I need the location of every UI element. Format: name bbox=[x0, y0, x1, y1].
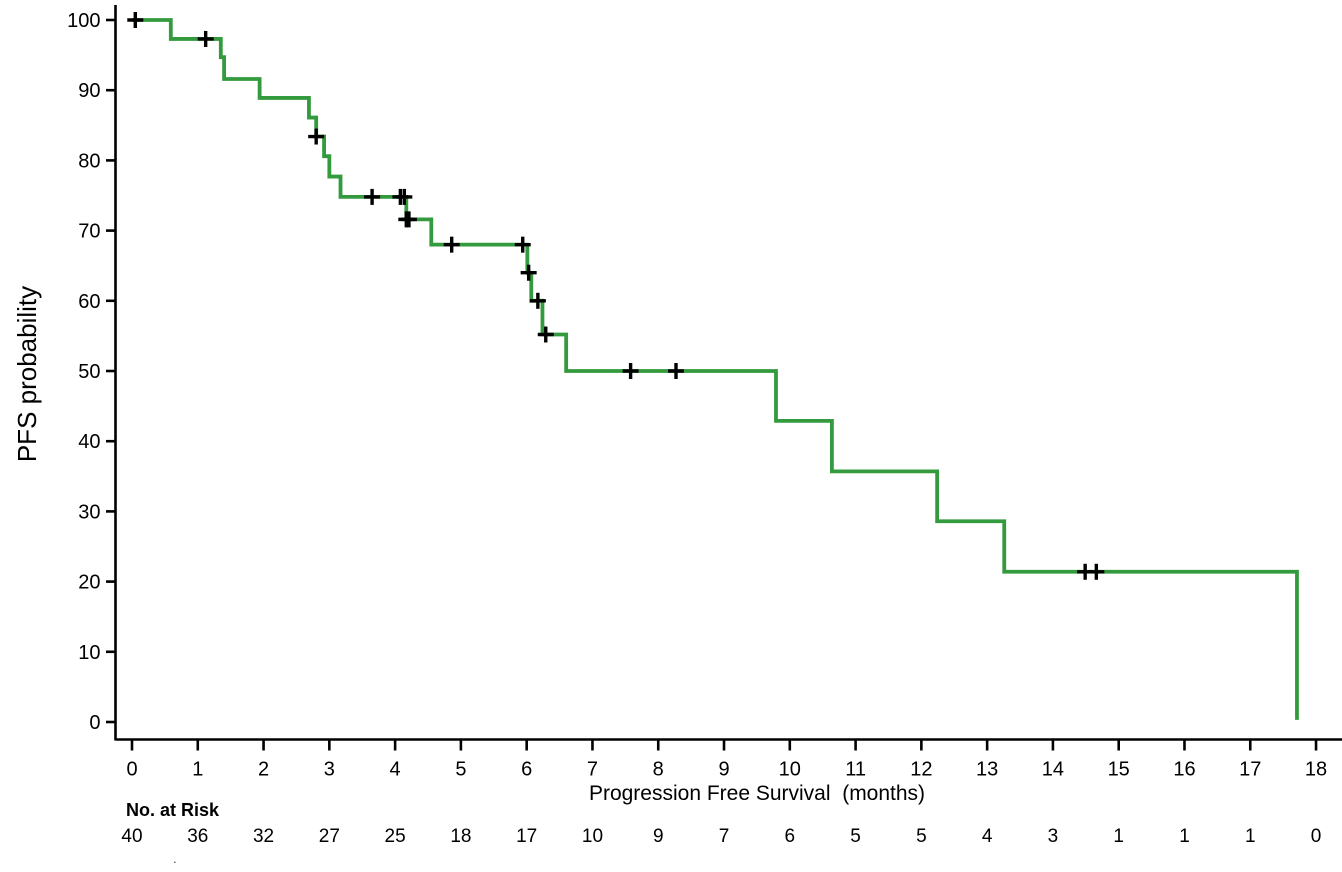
stray-dot: . bbox=[173, 851, 177, 866]
risk-count: 7 bbox=[719, 826, 730, 847]
survival-curve-group bbox=[132, 18, 1299, 720]
x-tick-label: 11 bbox=[845, 759, 866, 781]
risk-table-label: No. at Risk bbox=[126, 800, 220, 820]
y-axis-ticks: 0 10 20 30 40 50 60 70 80 90 100 bbox=[67, 10, 116, 734]
y-tick-label: 0 bbox=[89, 712, 100, 734]
risk-table-counts: 40 36 32 27 25 18 17 10 9 7 6 5 5 4 3 1 1 1 0 bbox=[121, 826, 1321, 847]
risk-count: 1 bbox=[1245, 826, 1256, 847]
risk-count: 10 bbox=[582, 826, 603, 847]
x-tick-label: 18 bbox=[1305, 759, 1327, 781]
risk-count: 25 bbox=[385, 826, 406, 847]
risk-count: 9 bbox=[653, 826, 664, 847]
km-curve bbox=[132, 18, 1299, 720]
y-tick-label: 100 bbox=[67, 10, 100, 32]
x-tick-label: 14 bbox=[1042, 759, 1064, 781]
y-tick-label: 40 bbox=[78, 431, 100, 453]
y-tick-label: 30 bbox=[78, 501, 100, 523]
risk-count: 1 bbox=[1179, 826, 1190, 847]
x-tick-label: 13 bbox=[976, 759, 998, 781]
x-tick-label: 3 bbox=[324, 759, 335, 781]
censor-mark bbox=[514, 236, 531, 253]
censor-mark bbox=[622, 363, 639, 379]
x-tick-label: 9 bbox=[718, 759, 729, 781]
y-tick-label: 60 bbox=[78, 291, 100, 313]
risk-count: 36 bbox=[187, 826, 208, 847]
x-tick-label: 2 bbox=[258, 759, 269, 781]
censor-mark bbox=[308, 128, 325, 145]
censor-mark bbox=[400, 211, 417, 228]
y-tick-label: 70 bbox=[78, 221, 100, 243]
x-tick-label: 5 bbox=[455, 759, 466, 781]
y-tick-label: 20 bbox=[78, 572, 100, 594]
y-tick-label: 80 bbox=[78, 150, 100, 172]
risk-count: 18 bbox=[450, 826, 471, 847]
censor-mark bbox=[537, 326, 554, 343]
y-tick-label: 10 bbox=[78, 642, 100, 664]
risk-count: 32 bbox=[253, 826, 274, 847]
risk-count: 0 bbox=[1311, 826, 1322, 847]
x-tick-label: 1 bbox=[192, 759, 203, 781]
x-axis-title: Progression Free Survival (months) bbox=[589, 782, 925, 805]
censor-mark bbox=[364, 188, 381, 205]
risk-count: 4 bbox=[982, 826, 993, 847]
y-axis-title: PFS probability bbox=[12, 286, 42, 462]
x-tick-label: 8 bbox=[653, 759, 664, 781]
x-tick-label: 12 bbox=[910, 759, 932, 781]
risk-count: 5 bbox=[916, 826, 927, 847]
risk-count: 1 bbox=[1113, 826, 1124, 847]
y-tick-label: 50 bbox=[78, 361, 100, 383]
x-tick-label: 4 bbox=[390, 759, 401, 781]
x-tick-label: 15 bbox=[1108, 759, 1130, 781]
censor-marks-group bbox=[127, 12, 1105, 580]
x-tick-label: 16 bbox=[1173, 759, 1195, 781]
risk-count: 6 bbox=[785, 826, 796, 847]
censor-mark bbox=[443, 236, 460, 253]
censor-mark bbox=[668, 363, 685, 379]
censor-mark bbox=[127, 12, 144, 28]
x-axis-ticks: 0 1 2 3 4 5 6 7 8 9 10 11 12 13 14 15 16 17 18 bbox=[126, 739, 1327, 781]
censor-mark bbox=[529, 292, 546, 309]
censor-mark bbox=[1088, 563, 1105, 580]
risk-count: 5 bbox=[850, 826, 861, 847]
x-tick-label: 6 bbox=[521, 759, 532, 781]
censor-mark bbox=[396, 188, 413, 205]
x-tick-label: 17 bbox=[1239, 759, 1261, 781]
y-tick-label: 90 bbox=[78, 80, 100, 102]
censor-mark bbox=[520, 264, 537, 281]
risk-count: 40 bbox=[121, 826, 142, 847]
risk-count: 27 bbox=[319, 826, 340, 847]
x-tick-label: 10 bbox=[779, 759, 801, 781]
x-tick-label: 0 bbox=[126, 759, 137, 781]
censor-mark bbox=[197, 30, 214, 47]
risk-count: 17 bbox=[516, 826, 537, 847]
x-tick-label: 7 bbox=[587, 759, 598, 781]
risk-count: 3 bbox=[1048, 826, 1059, 847]
